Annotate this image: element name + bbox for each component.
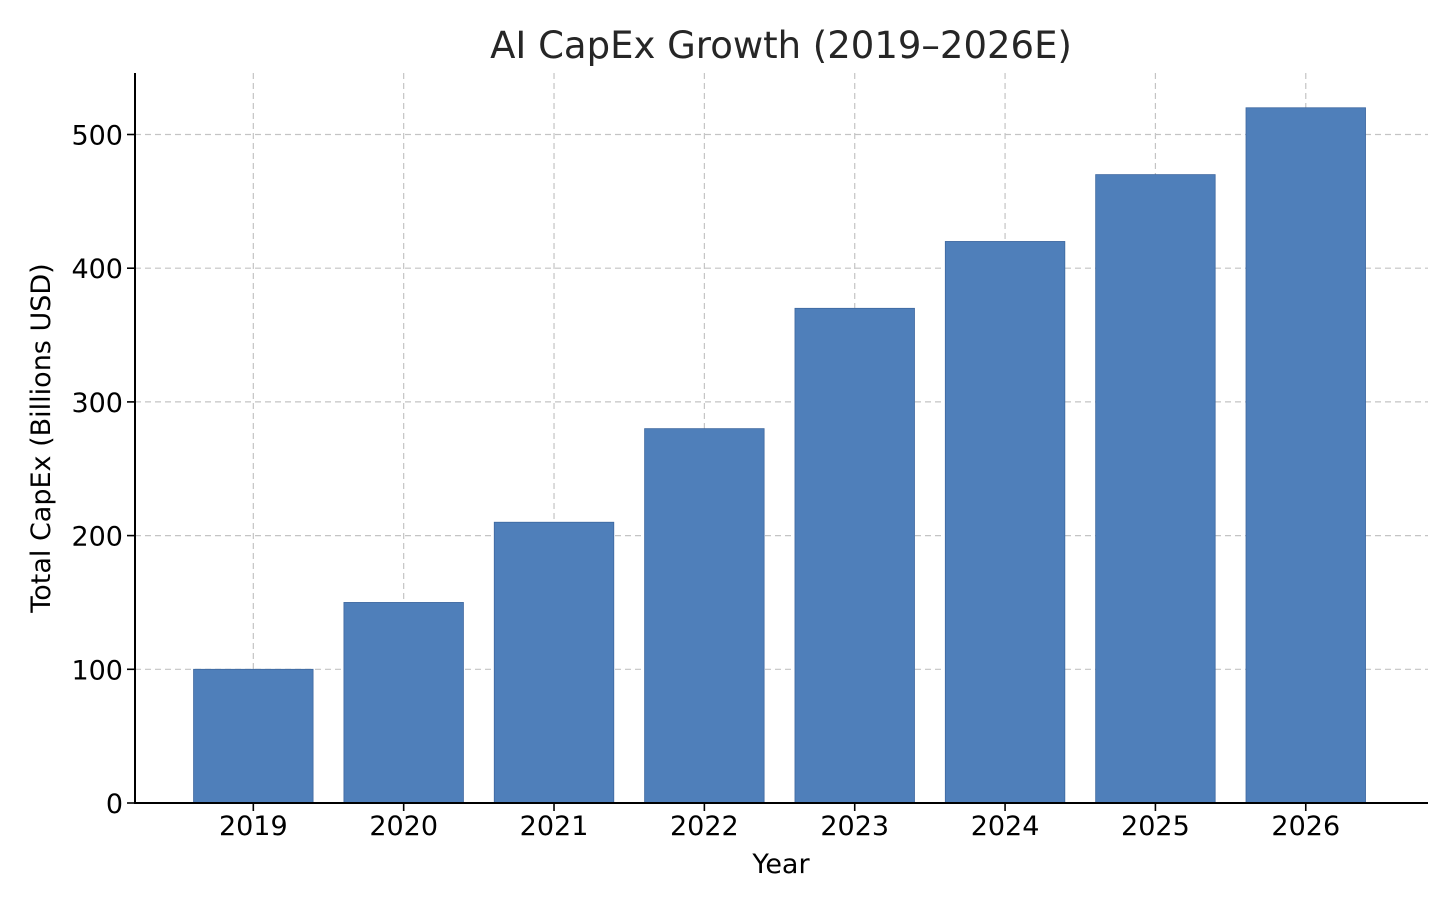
- bar-2024: [944, 241, 1066, 804]
- x-axis-label: Year: [751, 849, 810, 880]
- bar-2020: [343, 602, 464, 804]
- y-tick-label: 200: [71, 522, 123, 553]
- y-axis-ticks: 0 100 200 300 400 500: [71, 121, 135, 820]
- axes: [134, 73, 1428, 804]
- y-tick-label: 400: [71, 254, 123, 285]
- x-tick-label: 2019: [219, 811, 288, 842]
- bars: [193, 107, 1366, 804]
- x-tick-label: 2025: [1121, 811, 1190, 842]
- x-tick-label: 2022: [670, 811, 739, 842]
- bar-2026: [1245, 107, 1366, 804]
- x-axis-ticks: 2019 2020 2021 2022 2023 2024 2025 2026: [219, 803, 1340, 842]
- bar-2023: [794, 307, 915, 804]
- y-tick-label: 0: [106, 789, 123, 820]
- y-grid: [135, 133, 1428, 670]
- y-axis-label: Total CapEx (Billions USD): [26, 263, 57, 613]
- y-tick-label: 100: [71, 655, 123, 686]
- x-tick-label: 2023: [820, 811, 889, 842]
- bar-2025: [1095, 174, 1216, 804]
- bar-2019: [193, 668, 314, 804]
- bar-2021: [493, 521, 615, 804]
- y-tick-label: 500: [71, 121, 123, 152]
- chart-title: AI CapEx Growth (2019–2026E): [490, 24, 1072, 67]
- x-tick-label: 2021: [520, 811, 589, 842]
- y-tick-label: 300: [71, 388, 123, 419]
- x-tick-label: 2020: [369, 811, 438, 842]
- x-tick-label: 2024: [971, 811, 1040, 842]
- x-tick-label: 2026: [1271, 811, 1340, 842]
- bar-2022: [644, 428, 765, 804]
